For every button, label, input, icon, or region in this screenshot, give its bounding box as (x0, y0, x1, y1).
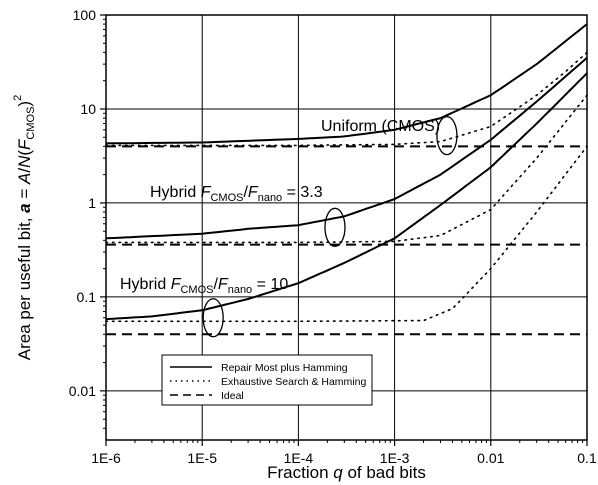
series-line-hybrid10-solid (105, 72, 588, 321)
y-tick-label: 0.1 (77, 289, 97, 305)
group-markers (202, 116, 458, 338)
plot-frame (105, 14, 588, 441)
ticks: 1E-6 1E-5 1E-4 1E-3 0.01 0.1 0.01 0.1 1 10 100 (69, 7, 597, 466)
annotation-hybrid-3-3: Hybrid FCMOS/Fnano = 3.3 (150, 184, 323, 204)
x-tick-label: 1E-3 (380, 450, 410, 466)
group-marker-ellipse-hybrid10 (202, 298, 224, 338)
y-axis-title: Area per useful bit, a = A/N(FCMOS)2 (12, 95, 37, 360)
legend-box (161, 354, 373, 406)
x-tick-label: 1E-4 (284, 450, 314, 466)
series-line-hybrid33-solid (105, 57, 588, 240)
y-tick-label: 10 (80, 101, 96, 117)
y-tick-label: 1 (88, 195, 96, 211)
group-marker-ellipse-uniform (436, 116, 458, 156)
y-tick-label: 100 (73, 7, 97, 23)
series-line-hybrid10-dotted (105, 145, 588, 323)
legend-label-repair-most: Repair Most plus Hamming (221, 362, 348, 374)
x-tick-label: 1E-5 (187, 450, 217, 466)
series-group (105, 23, 588, 336)
x-tick-label: 0.01 (477, 450, 504, 466)
annotation-hybrid-10: Hybrid FCMOS/Fnano = 10 (120, 276, 288, 296)
x-tick-label: 0.1 (577, 450, 597, 466)
legend-label-ideal: Ideal (221, 390, 244, 402)
x-tick-label: 1E-6 (91, 450, 121, 466)
series-line-uniform-solid (105, 23, 588, 145)
x-axis-title: Fraction q of bad bits (267, 463, 426, 482)
series-line-uniform-dotted (105, 51, 588, 147)
legend: Repair Most plus Hamming Exhaustive Sear… (161, 354, 373, 406)
legend-label-exhaustive-search: Exhaustive Search & Hamming (221, 376, 366, 388)
annotation-uniform: Uniform (CMOS) (321, 118, 440, 135)
group-marker-ellipse-hybrid33 (324, 207, 346, 247)
y-tick-label: 0.01 (69, 383, 96, 399)
